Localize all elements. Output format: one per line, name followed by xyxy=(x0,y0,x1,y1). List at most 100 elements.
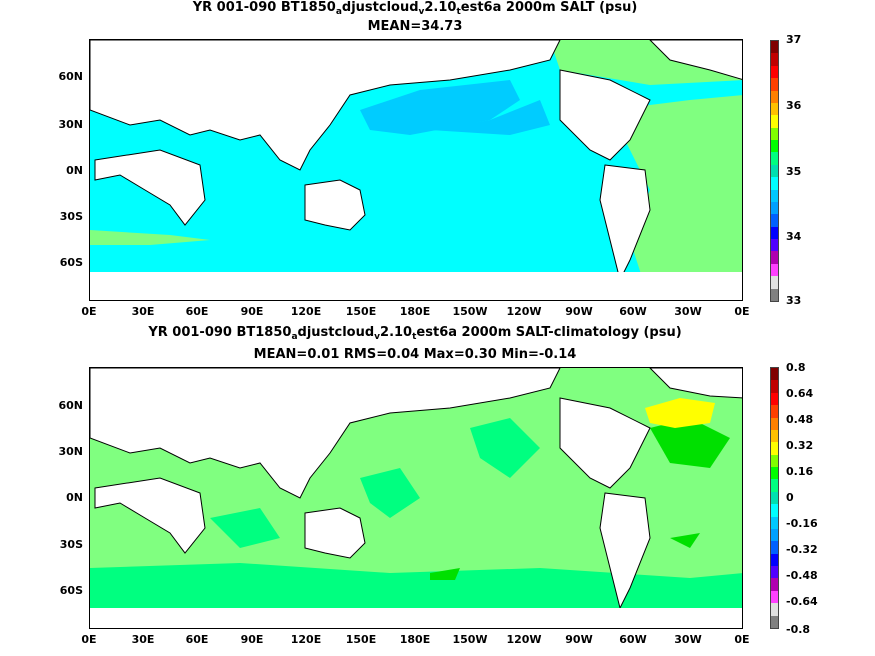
colorbar-segment xyxy=(771,380,778,393)
lon-label: 60E xyxy=(185,633,209,646)
lon-label: 90W xyxy=(565,633,593,646)
lon-label: 0E xyxy=(81,305,97,318)
colorbar-label: 34 xyxy=(786,230,802,243)
colorbar-segment xyxy=(771,214,778,227)
colorbar-segment xyxy=(771,65,778,79)
lon-label: 60E xyxy=(185,305,209,318)
colorbar-segment xyxy=(771,442,778,455)
colorbar-segment xyxy=(771,417,778,430)
salt-map xyxy=(89,39,743,301)
lon-label: 150E xyxy=(345,633,377,646)
colorbar-label: 0.32 xyxy=(786,439,814,452)
lon-label: 30E xyxy=(131,305,155,318)
colorbar-label: 0 xyxy=(786,491,794,504)
southern-band xyxy=(90,230,210,245)
colorbar-segment xyxy=(771,140,778,153)
lat-label: 0N xyxy=(66,164,83,177)
lon-label: 30E xyxy=(131,633,155,646)
colorbar-segment xyxy=(771,152,778,165)
panel1-title: YR 001-090 BT1850adjustcloudv2.10test6a … xyxy=(192,0,638,17)
colorbar-label: 0.16 xyxy=(786,465,814,478)
north-atlantic-high xyxy=(645,398,715,428)
colorbar-segment xyxy=(771,405,778,418)
lon-label: 120W xyxy=(506,305,542,318)
lat-label: 30N xyxy=(58,445,83,458)
north-pacific-low xyxy=(360,80,520,135)
colorbar-segment xyxy=(771,164,778,178)
colorbar-segment xyxy=(771,491,778,505)
salt-anomaly-map xyxy=(89,367,743,629)
colorbar-segment xyxy=(771,53,778,66)
colorbar-segment xyxy=(771,251,778,264)
lat-label: 30S xyxy=(59,538,83,551)
panel2-title: YR 001-090 BT1850adjustcloudv2.10test6a … xyxy=(148,325,682,342)
lon-label: 0E xyxy=(734,633,750,646)
colorbar-label: 33 xyxy=(786,294,802,307)
colorbar-label: 0.48 xyxy=(786,413,814,426)
colorbar-segment xyxy=(771,41,778,54)
lat-label: 0N xyxy=(66,491,83,504)
colorbar-segment xyxy=(771,578,778,591)
colorbar-segment xyxy=(771,454,778,467)
colorbar-segment xyxy=(771,102,778,116)
colorbar-segment xyxy=(771,528,778,542)
colorbar-salt xyxy=(770,40,779,302)
colorbar-segment xyxy=(771,368,778,381)
north-atlantic-positive xyxy=(650,418,730,468)
salt-map-plot xyxy=(90,40,742,300)
colorbar-segment xyxy=(771,239,778,252)
land xyxy=(90,40,742,282)
panel1-subtitle: MEAN=34.73 xyxy=(367,19,463,34)
colorbar-label: -0.8 xyxy=(786,623,811,636)
colorbar-segment xyxy=(771,429,778,443)
colorbar-segment xyxy=(771,553,778,566)
colorbar-segment xyxy=(771,78,778,91)
colorbar-segment xyxy=(771,504,778,517)
colorbar-segment xyxy=(771,392,778,406)
lon-label: 90E xyxy=(240,305,264,318)
lat-label: 60S xyxy=(59,256,83,269)
lon-label: 30W xyxy=(674,305,702,318)
lon-label: 180E xyxy=(399,305,431,318)
colorbar-segment xyxy=(771,541,778,554)
colorbar-segment xyxy=(771,590,778,604)
colorbar-label: -0.48 xyxy=(786,569,818,582)
lon-label: 90E xyxy=(240,633,264,646)
lon-label: 60W xyxy=(619,633,647,646)
colorbar-segment xyxy=(771,226,778,239)
colorbar-label: -0.64 xyxy=(786,595,818,608)
lon-label: 120E xyxy=(290,305,322,318)
colorbar-segment xyxy=(771,177,778,190)
lon-label: 0E xyxy=(734,305,750,318)
lon-label: 150E xyxy=(345,305,377,318)
colorbar-segment xyxy=(771,479,778,492)
colorbar-segment xyxy=(771,603,778,616)
colorbar-segment xyxy=(771,467,778,480)
lon-label: 30W xyxy=(674,633,702,646)
colorbar-label: -0.32 xyxy=(786,543,818,556)
colorbar-segment xyxy=(771,189,778,202)
salt-anomaly-plot xyxy=(90,368,742,628)
colorbar-anomaly xyxy=(770,367,779,629)
colorbar-segment xyxy=(771,115,778,128)
lon-label: 60W xyxy=(619,305,647,318)
lon-label: 120E xyxy=(290,633,322,646)
colorbar-segment xyxy=(771,201,778,215)
lon-label: 180E xyxy=(399,633,431,646)
lat-label: 30S xyxy=(59,210,83,223)
lon-label: 90W xyxy=(565,305,593,318)
colorbar-segment xyxy=(771,276,778,289)
colorbar-segment xyxy=(771,615,778,628)
southern-band xyxy=(90,563,742,608)
colorbar-label: 0.8 xyxy=(786,361,806,374)
colorbar-label: 35 xyxy=(786,165,802,178)
lat-label: 60N xyxy=(58,399,83,412)
lon-label: 0E xyxy=(81,633,97,646)
colorbar-segment xyxy=(771,516,778,529)
atlantic-salty-region xyxy=(610,95,742,300)
lon-label: 120W xyxy=(506,633,542,646)
lat-label: 30N xyxy=(58,118,83,131)
colorbar-label: -0.16 xyxy=(786,517,818,530)
lon-label: 150W xyxy=(452,305,488,318)
colorbar-segment xyxy=(771,90,778,103)
